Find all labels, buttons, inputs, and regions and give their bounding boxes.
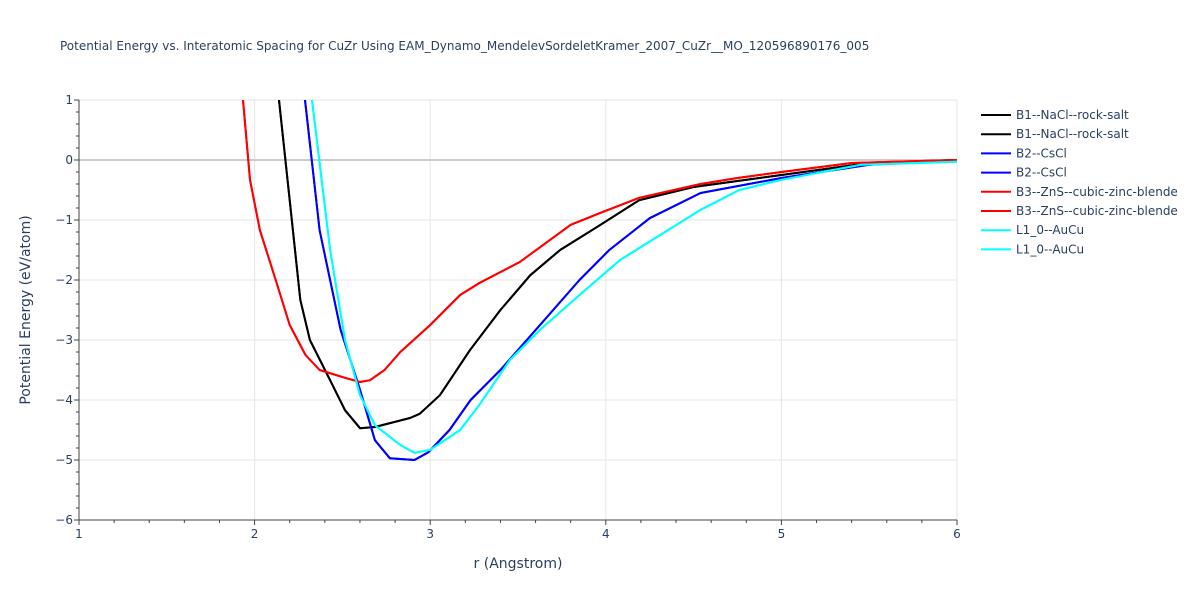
legend-label: B1--NaCl--rock-salt <box>1016 127 1129 141</box>
grid <box>79 99 958 520</box>
y-axis-label: Potential Energy (eV/atom) <box>18 215 34 404</box>
x-tick-label: 4 <box>602 527 610 541</box>
y-tick-label: −4 <box>55 393 73 407</box>
x-tick-label: 2 <box>251 527 259 541</box>
legend-label: L1_0--AuCu <box>1016 223 1084 237</box>
y-tick-label: −5 <box>55 453 73 467</box>
x-tick-label: 5 <box>778 527 786 541</box>
axes: 1 2 3 4 5 6 1 0 −1 −2 −3 −4 −5 −6 <box>55 93 961 541</box>
x-tick-label: 1 <box>75 527 83 541</box>
x-tick-label: 6 <box>953 527 961 541</box>
legend-label: B2--CsCl <box>1016 166 1067 180</box>
chart-title: Potential Energy vs. Interatomic Spacing… <box>60 39 869 53</box>
legend-label: B3--ZnS--cubic-zinc-blende <box>1016 185 1178 199</box>
legend-label: B3--ZnS--cubic-zinc-blende <box>1016 204 1178 218</box>
y-tick-label: −1 <box>55 213 73 227</box>
y-tick-label: −3 <box>55 333 73 347</box>
series-line-1 <box>278 100 957 430</box>
y-tick-label: −2 <box>55 273 73 287</box>
plot-area <box>242 100 957 461</box>
x-tick-label: 3 <box>426 527 434 541</box>
y-tick-label: −6 <box>55 513 73 527</box>
y-tick-label: 0 <box>65 153 73 167</box>
series-line-0 <box>278 100 957 430</box>
series-line-5 <box>242 100 957 383</box>
y-tick-label: 1 <box>65 93 73 107</box>
x-axis-label: r (Angstrom) <box>474 556 563 572</box>
legend-label: B1--NaCl--rock-salt <box>1016 108 1129 122</box>
legend-label: L1_0--AuCu <box>1016 242 1084 256</box>
series-line-3 <box>304 100 957 461</box>
series-line-7 <box>311 100 957 454</box>
legend: B1--NaCl--rock-salt B1--NaCl--rock-salt B2… <box>981 108 1178 256</box>
legend-label: B2--CsCl <box>1016 146 1067 160</box>
